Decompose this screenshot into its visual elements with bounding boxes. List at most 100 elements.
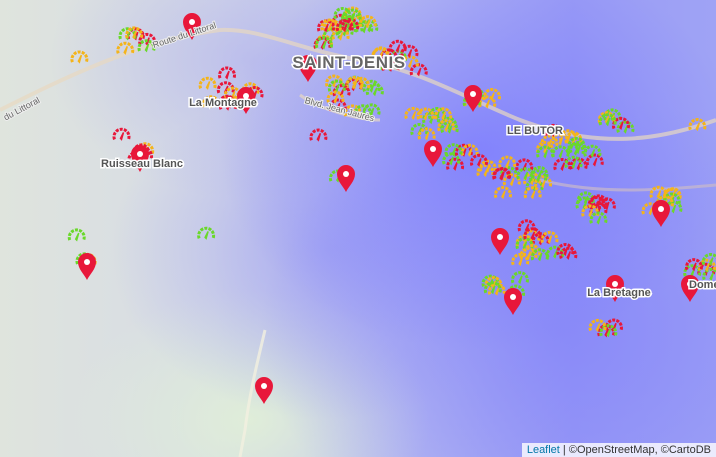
gauge-marker[interactable]: [333, 7, 352, 21]
gauge-marker[interactable]: [365, 83, 384, 97]
gauge-marker[interactable]: [70, 50, 89, 64]
gauge-marker[interactable]: [685, 258, 703, 272]
gauge-marker[interactable]: [688, 118, 707, 132]
gauge-marker[interactable]: [540, 230, 559, 245]
gauge-marker[interactable]: [589, 211, 608, 225]
gauge-marker[interactable]: [417, 127, 436, 141]
gauge-marker[interactable]: [616, 120, 635, 134]
pin-marker[interactable]: [424, 140, 442, 167]
gauge-marker[interactable]: [702, 268, 716, 282]
gauge-marker[interactable]: [198, 76, 217, 90]
gauge-marker[interactable]: [137, 39, 156, 53]
gauge-marker[interactable]: [534, 175, 553, 189]
gauge-marker[interactable]: [116, 41, 135, 55]
gauge-marker[interactable]: [583, 144, 602, 158]
pin-marker[interactable]: [183, 13, 201, 40]
gauge-marker[interactable]: [523, 227, 542, 241]
gauge-marker[interactable]: [335, 19, 354, 33]
pin-marker[interactable]: [78, 253, 96, 280]
gauge-marker[interactable]: [362, 79, 381, 93]
gauge-marker[interactable]: [437, 119, 456, 133]
gauge-marker[interactable]: [320, 18, 339, 32]
gauge-marker[interactable]: [309, 128, 328, 142]
gauge-marker[interactable]: [551, 145, 570, 159]
gauge-marker[interactable]: [444, 143, 463, 157]
gauge-marker[interactable]: [416, 107, 435, 121]
pin-marker[interactable]: [255, 377, 273, 404]
leaflet-link[interactable]: Leaflet: [526, 444, 560, 456]
gauge-marker[interactable]: [564, 155, 583, 169]
gauge-marker[interactable]: [663, 187, 682, 201]
gauge-marker[interactable]: [498, 155, 517, 169]
gauge-marker[interactable]: [434, 107, 453, 121]
gauge-marker[interactable]: [326, 90, 345, 104]
gauge-marker[interactable]: [589, 194, 608, 208]
gauge-marker[interactable]: [523, 186, 542, 200]
pin-marker[interactable]: [606, 275, 624, 302]
gauge-marker[interactable]: [358, 15, 377, 29]
gauge-marker[interactable]: [585, 153, 604, 167]
gauge-marker[interactable]: [331, 27, 350, 41]
pin-marker[interactable]: [681, 275, 699, 302]
gauge-marker[interactable]: [446, 157, 465, 171]
gauge-marker[interactable]: [530, 165, 549, 179]
gauge-marker[interactable]: [698, 258, 716, 272]
gauge-marker[interactable]: [478, 159, 497, 173]
gauge-marker[interactable]: [664, 200, 683, 214]
gauge-marker[interactable]: [218, 94, 237, 108]
pin-marker[interactable]: [464, 85, 482, 112]
pin-marker[interactable]: [131, 145, 149, 172]
gauge-marker[interactable]: [701, 253, 716, 267]
gauge-marker[interactable]: [343, 104, 362, 118]
gauge-marker[interactable]: [598, 113, 617, 127]
gauge-marker[interactable]: [460, 143, 479, 157]
gauge-marker[interactable]: [112, 127, 131, 141]
gauge-marker[interactable]: [611, 116, 630, 131]
pin-marker[interactable]: [299, 55, 317, 82]
gauge-marker[interactable]: [352, 76, 371, 90]
gauge-marker[interactable]: [400, 44, 419, 58]
gauge-marker[interactable]: [355, 20, 374, 34]
gauge-marker[interactable]: [469, 153, 488, 167]
gauge-marker[interactable]: [388, 39, 407, 53]
gauge-marker[interactable]: [531, 232, 550, 246]
gauge-marker[interactable]: [371, 47, 390, 61]
gauge-marker[interactable]: [567, 136, 586, 150]
gauge-marker[interactable]: [343, 8, 362, 22]
gauge-marker[interactable]: [556, 243, 575, 257]
gauge-marker[interactable]: [493, 186, 512, 200]
gauge-marker[interactable]: [510, 271, 529, 285]
gauge-marker[interactable]: [540, 134, 559, 148]
gauge-marker[interactable]: [218, 66, 236, 80]
gauge-marker[interactable]: [559, 246, 578, 260]
gauge-marker[interactable]: [493, 167, 512, 181]
pin-marker[interactable]: [491, 228, 509, 255]
gauge-marker[interactable]: [67, 228, 86, 242]
gauge-marker[interactable]: [511, 253, 530, 267]
gauge-marker[interactable]: [588, 318, 607, 332]
gauge-marker[interactable]: [484, 276, 503, 290]
gauge-marker[interactable]: [442, 152, 461, 166]
gauge-marker[interactable]: [478, 95, 497, 109]
gauge-marker[interactable]: [599, 324, 618, 338]
gauge-marker[interactable]: [536, 145, 555, 159]
gauge-marker[interactable]: [517, 219, 536, 233]
gauge-marker[interactable]: [328, 98, 347, 112]
gauge-marker[interactable]: [381, 58, 400, 72]
gauge-marker[interactable]: [404, 106, 423, 120]
gauge-marker[interactable]: [502, 173, 521, 187]
gauge-marker[interactable]: [197, 226, 216, 240]
gauge-marker[interactable]: [530, 248, 549, 262]
pin-marker[interactable]: [504, 288, 522, 315]
gauge-marker[interactable]: [544, 123, 563, 138]
pin-marker[interactable]: [337, 165, 355, 192]
gauge-marker[interactable]: [483, 88, 501, 102]
gauge-marker[interactable]: [362, 103, 381, 117]
gauge-marker[interactable]: [483, 281, 502, 295]
gauge-marker[interactable]: [125, 26, 144, 40]
pin-marker[interactable]: [237, 87, 255, 114]
pin-marker[interactable]: [652, 200, 670, 227]
gauge-marker[interactable]: [315, 36, 333, 50]
gauge-marker[interactable]: [649, 185, 668, 199]
